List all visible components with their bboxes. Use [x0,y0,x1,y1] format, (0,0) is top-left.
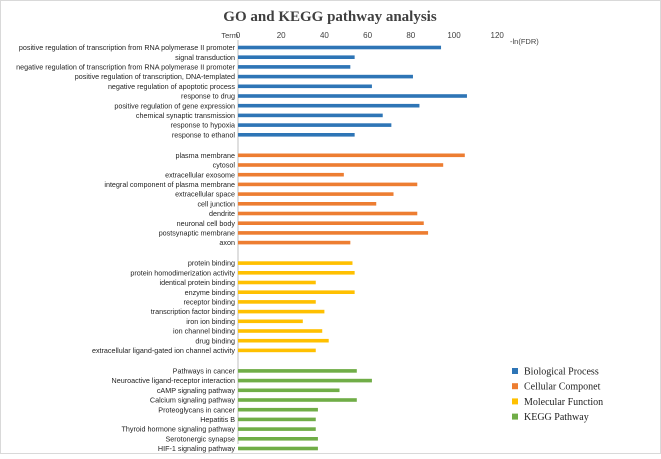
category-label: Neuroactive ligand-receptor interaction [112,376,235,385]
category-label: cAMP signaling pathway [157,386,236,395]
bar [238,447,318,451]
bar [238,65,350,69]
category-label: protein homodimerization activity [130,268,235,277]
bar [238,398,357,402]
legend-label: KEGG Pathway [524,412,589,423]
bar [238,427,316,431]
bar [238,123,391,127]
category-label: positive regulation of transcription fro… [19,43,236,52]
category-label: negative regulation of transcription fro… [16,63,236,72]
bar [238,418,316,422]
category-label: response to ethanol [172,130,236,139]
bar [238,55,355,59]
bar [238,329,322,333]
category-label: extracellular space [175,190,235,199]
bar [238,261,352,265]
bar [238,300,316,304]
bar [238,389,340,393]
bar [238,320,303,324]
bar [238,310,324,314]
bar [238,202,376,206]
bar [238,241,350,245]
category-label: Proteoglycans in cancer [158,405,235,414]
category-label: dendrite [209,209,235,218]
category-label: negative regulation of apoptotic process [108,82,235,91]
category-label: receptor binding [183,298,235,307]
legend-swatch [512,368,518,374]
bar [238,85,372,89]
category-label: integral component of plasma membrane [104,180,235,189]
bar [238,369,357,373]
bar [238,349,316,353]
category-label: Thyroid hormone signaling pathway [122,425,236,434]
bar [238,94,467,98]
category-label: postsynaptic membrane [159,229,235,238]
x-tick-label: 100 [447,31,461,40]
x-axis-title: -ln(FDR) [510,37,539,46]
bar [238,271,355,275]
bar [238,75,413,79]
bar [238,212,417,216]
category-label: plasma membrane [175,151,235,160]
x-tick-label: 80 [406,31,415,40]
category-label: iron ion binding [186,317,235,326]
category-label: Calcium signaling pathway [150,396,236,405]
legend-label: Biological Process [524,367,599,378]
x-tick-label: 20 [277,31,286,40]
bar [238,221,424,225]
category-label: response to drug [181,92,235,101]
bar [238,437,318,441]
bar [238,154,465,158]
legend-swatch [512,383,518,389]
bar [238,379,372,383]
bar [238,339,329,343]
legend-label: Cellular Componet [524,382,601,393]
category-label: transcription factor binding [151,307,235,316]
category-label: enzyme binding [185,288,235,297]
category-label: extracellular exosome [165,170,235,179]
x-tick-label: 40 [320,31,329,40]
bar [238,231,428,235]
category-label: positive regulation of gene expression [114,101,235,110]
bar [238,183,417,187]
category-label: cell junction [197,199,235,208]
bar [238,46,441,50]
bar [238,281,316,285]
category-label: drug binding [195,336,235,345]
category-label: positive regulation of transcription, DN… [75,72,235,81]
category-label: response to hypoxia [171,121,235,130]
category-label: HIF-1 signaling pathway [158,444,236,453]
bar [238,290,355,294]
category-label: signal transduction [175,53,235,62]
bar [238,173,344,177]
chart-title: GO and KEGG pathway analysis [223,9,437,25]
category-label: Pathways in cancer [173,367,236,376]
x-tick-label: 0 [236,31,241,40]
bar [238,114,383,118]
bar [238,104,419,108]
category-label: Serotonergic synapse [165,434,235,443]
legend-swatch [512,414,518,420]
category-label: chemical synaptic transmission [136,111,235,120]
category-label: extracellular ligand-gated ion channel a… [92,346,235,355]
category-label: cytosol [213,161,236,170]
x-tick-label: 120 [491,31,505,40]
bar [238,163,443,167]
category-label: ion channel binding [173,327,235,336]
x-tick-label: 60 [363,31,372,40]
category-label: protein binding [188,259,235,268]
category-label: identical protein binding [159,278,235,287]
legend-label: Molecular Function [524,397,603,408]
bar [238,133,355,137]
legend-swatch [512,398,518,404]
category-label: Hepatitis B [200,415,235,424]
bar [238,408,318,412]
bar [238,192,394,196]
category-label: neuronal cell body [177,219,236,228]
category-label: axon [219,238,235,247]
